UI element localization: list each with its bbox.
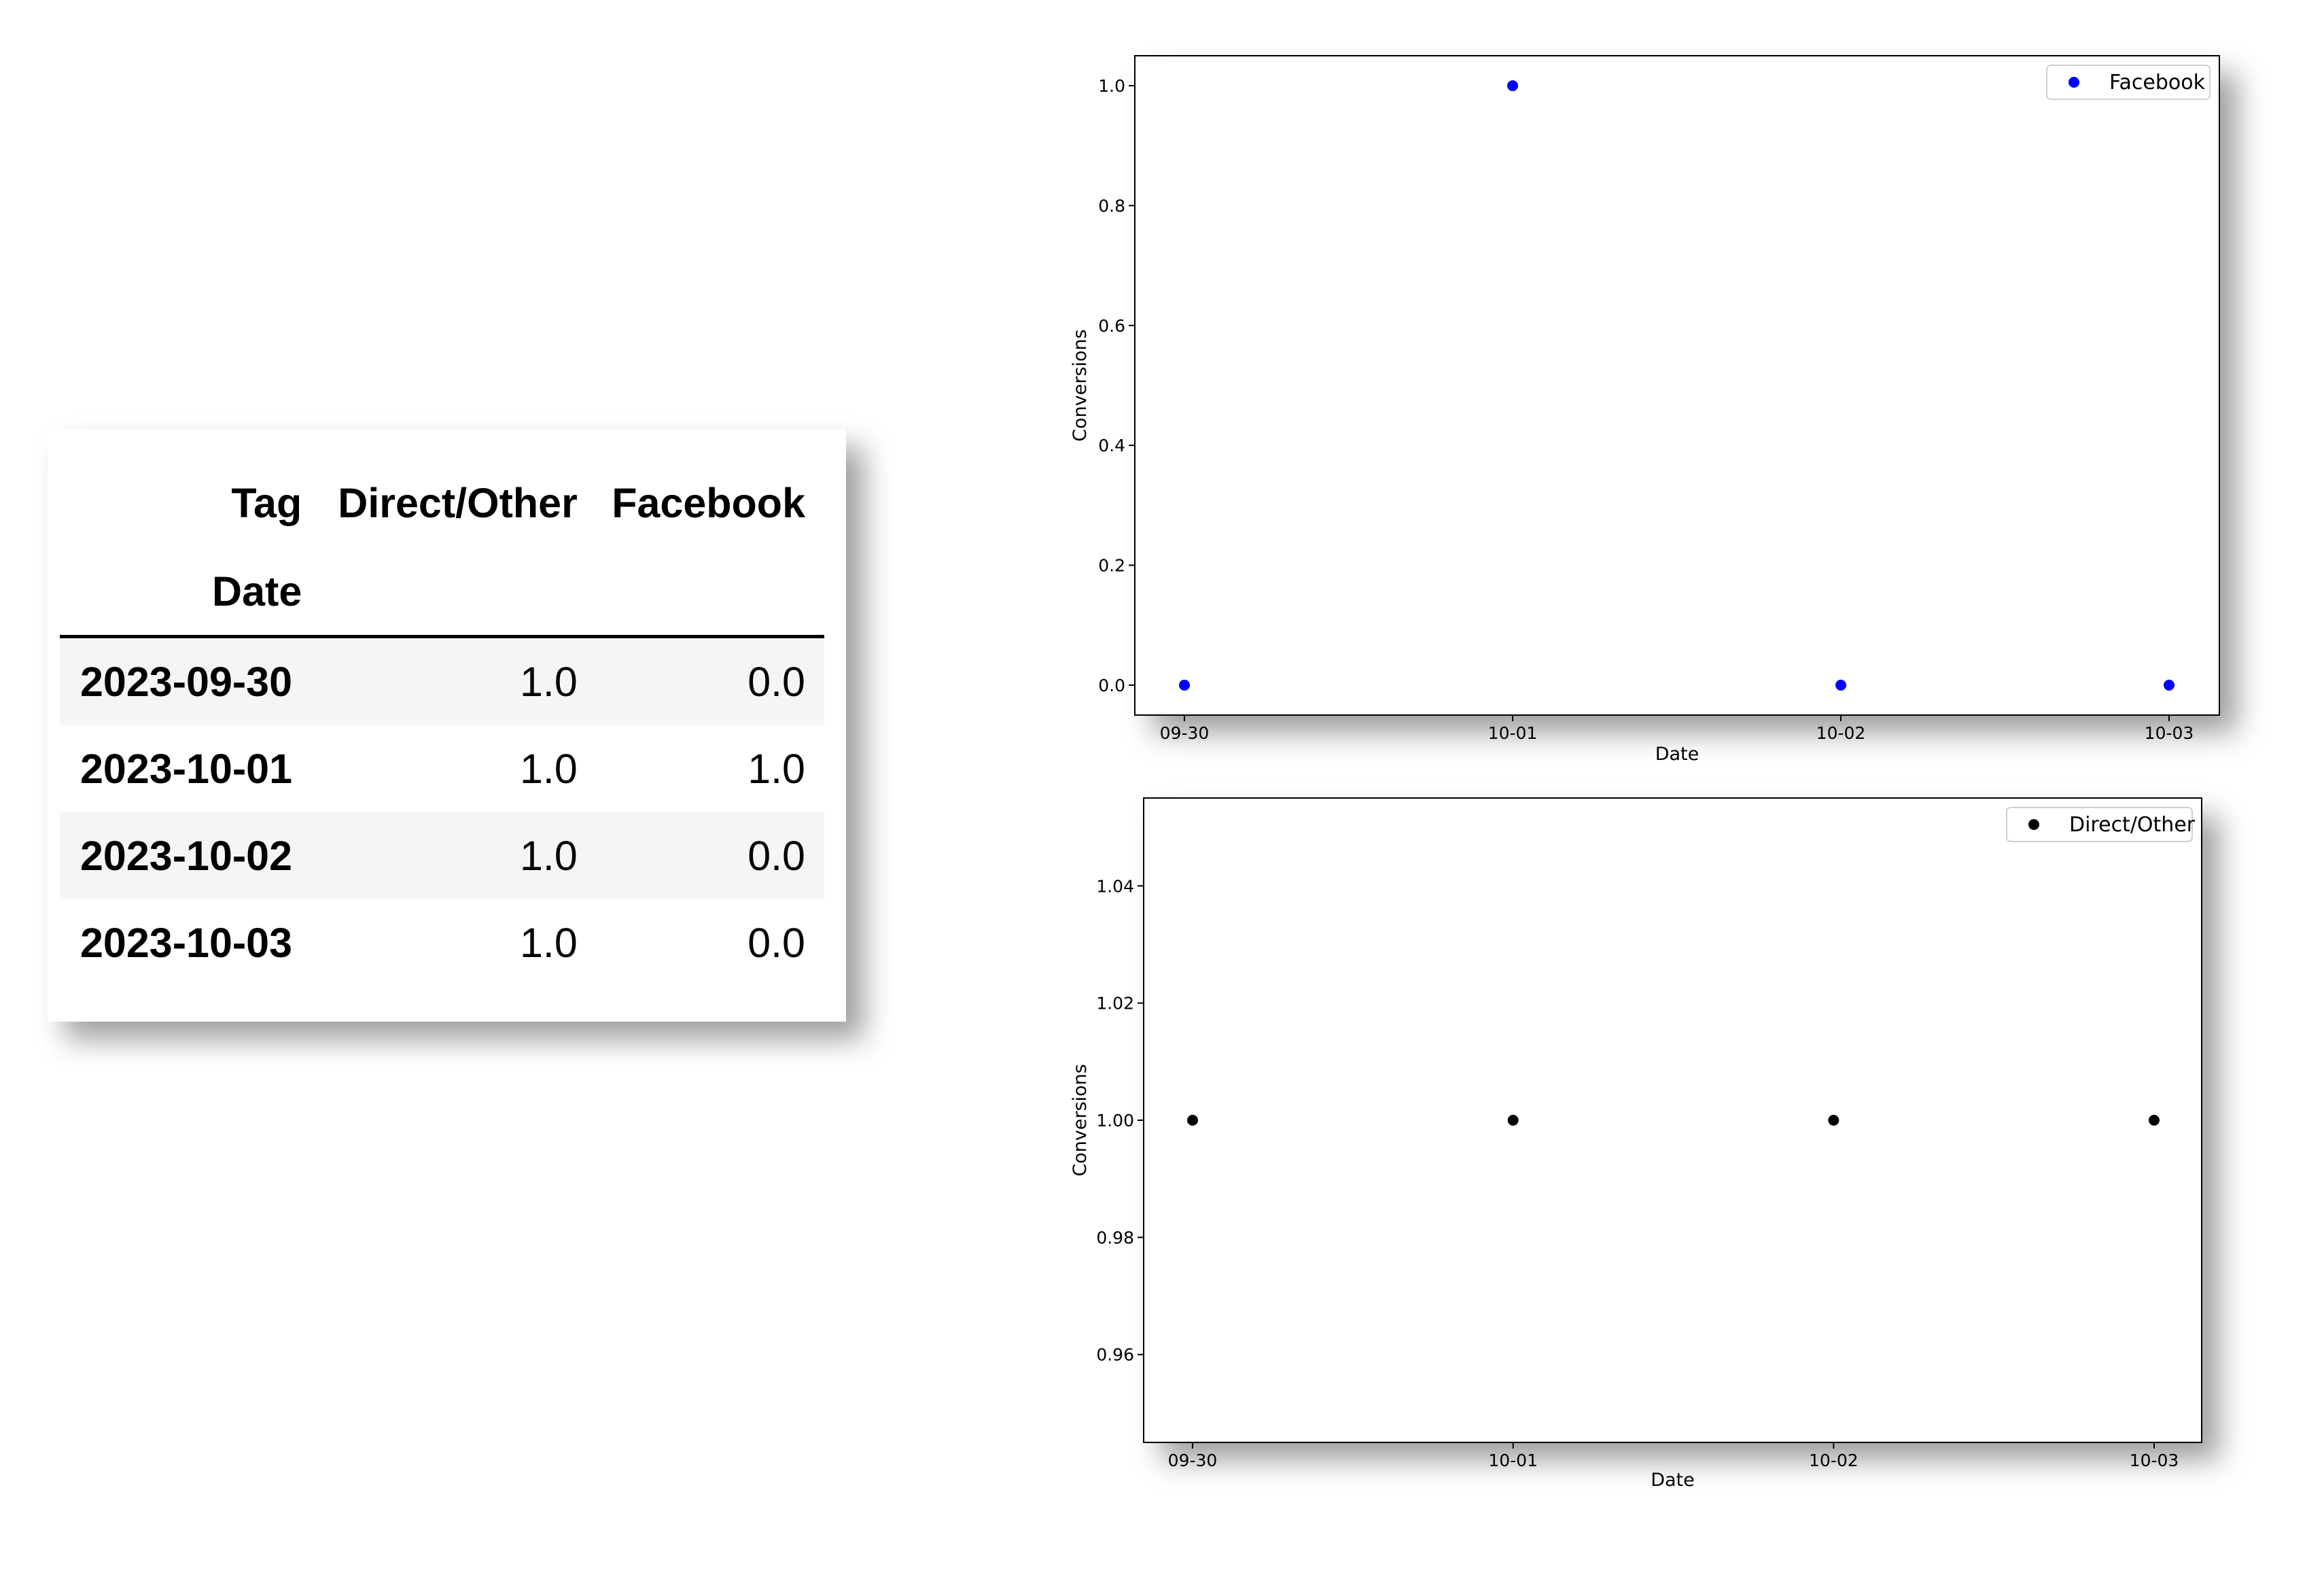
data-table-panel: Tag Direct/Other Facebook Date 2023-09-3… (48, 430, 846, 1022)
legend-label: Facebook (2109, 71, 2206, 94)
plot-frame (1143, 797, 2202, 1443)
conversions-table: Tag Direct/Other Facebook Date 2023-09-3… (60, 458, 824, 986)
y-tick-label: 0.0 (1098, 676, 1125, 695)
y-tick-label: 0.6 (1098, 316, 1125, 336)
data-point (1828, 1115, 1839, 1126)
cell-facebook: 0.0 (596, 812, 824, 899)
x-tick-label: 09-30 (1160, 723, 1210, 743)
table-header-row: Tag Direct/Other Facebook (60, 458, 824, 548)
index-header-date: Date (212, 568, 302, 614)
y-tick-label: 1.04 (1096, 876, 1134, 896)
legend-label: Direct/Other (2069, 813, 2196, 837)
cell-direct-other: 1.0 (520, 920, 578, 966)
facebook-chart-panel (1135, 56, 2219, 715)
table-index-header-row: Date (60, 548, 824, 637)
cell-direct-other: 1.0 (321, 636, 597, 725)
x-axis-label: Date (1655, 744, 1700, 765)
x-tick-label: 10-03 (2130, 1451, 2179, 1470)
legend-marker (2068, 77, 2079, 88)
cell-facebook: 0.0 (747, 920, 805, 966)
y-tick-label: 0.98 (1096, 1228, 1134, 1247)
table-row: 2023-10-03 1.0 0.0 (60, 899, 824, 986)
x-tick-label: 09-30 (1168, 1451, 1218, 1470)
column-header-tag: Tag (231, 480, 302, 526)
x-tick-label: 10-02 (1816, 723, 1866, 743)
legend-box (2046, 65, 2211, 100)
y-axis-label: Conversions (1070, 1064, 1091, 1176)
y-tick-label: 1.00 (1096, 1111, 1134, 1130)
legend-marker (2028, 819, 2039, 830)
x-axis-label: Date (1651, 1470, 1695, 1491)
data-point (1835, 679, 1846, 691)
data-point (2149, 1115, 2160, 1126)
data-point (1179, 679, 1190, 691)
table-row: 2023-09-30 1.0 0.0 (60, 636, 824, 725)
table-row: 2023-10-01 1.0 1.0 (60, 725, 824, 812)
x-tick-label: 10-01 (1488, 1451, 1538, 1470)
y-tick-label: 1.02 (1096, 994, 1134, 1013)
row-date: 2023-10-01 (80, 746, 293, 792)
data-point (1187, 1115, 1198, 1126)
cell-facebook: 1.0 (747, 746, 805, 792)
y-tick-label: 0.8 (1098, 196, 1125, 215)
cell-direct-other: 1.0 (321, 812, 597, 899)
table-row: 2023-10-02 1.0 0.0 (60, 812, 824, 899)
cell-facebook: 0.0 (596, 636, 824, 725)
plot-frame (1134, 55, 2220, 716)
x-tick-label: 10-03 (2145, 723, 2194, 743)
y-tick-label: 0.96 (1096, 1345, 1134, 1365)
y-tick-label: 0.4 (1098, 436, 1125, 455)
y-tick-label: 1.0 (1098, 76, 1125, 96)
y-axis-label: Conversions (1070, 329, 1091, 441)
column-header-direct-other: Direct/Other (338, 480, 578, 526)
data-point (1507, 1115, 1519, 1126)
row-date: 2023-10-02 (60, 812, 321, 899)
row-date: 2023-09-30 (60, 636, 321, 725)
legend-box (2006, 807, 2193, 842)
data-point (2164, 679, 2175, 691)
cell-direct-other: 1.0 (520, 746, 578, 792)
x-tick-label: 10-02 (1809, 1451, 1859, 1470)
row-date: 2023-10-03 (80, 920, 293, 966)
direct-other-chart-panel (1144, 798, 2202, 1442)
data-point (1507, 80, 1518, 92)
x-tick-label: 10-01 (1488, 723, 1538, 743)
column-header-facebook: Facebook (612, 480, 805, 526)
y-tick-label: 0.2 (1098, 556, 1125, 576)
